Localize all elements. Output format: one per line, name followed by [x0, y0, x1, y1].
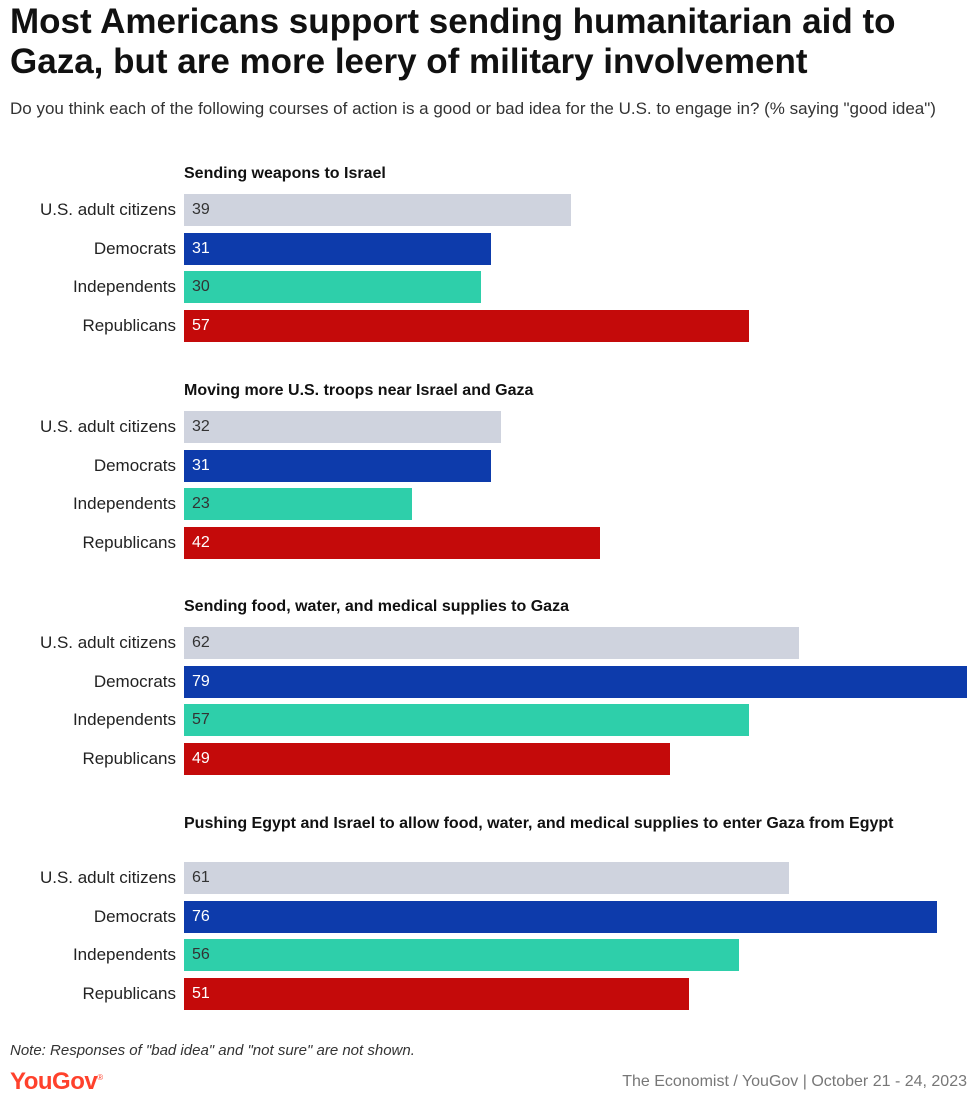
bar-independents — [184, 704, 749, 736]
yougov-logo: YouGov® — [10, 1068, 103, 1096]
row-label-u-s-adult-citizens: U.S. adult citizens — [39, 200, 176, 219]
chart-subtitle: Do you think each of the following cours… — [10, 99, 936, 118]
row-label-independents: Independents — [72, 277, 176, 296]
row-label-independents: Independents — [72, 494, 176, 513]
row-label-u-s-adult-citizens: U.S. adult citizens — [39, 633, 176, 652]
panel-title: Moving more U.S. troops near Israel and … — [184, 382, 534, 399]
panel-title: Pushing Egypt and Israel to allow food, … — [184, 815, 894, 832]
row-label-republicans: Republicans — [82, 983, 176, 1003]
bar-value-label: 30 — [192, 278, 210, 295]
row-label-democrats: Democrats — [93, 906, 176, 926]
bar-value-label: 32 — [192, 418, 210, 435]
bar-independents — [184, 939, 740, 971]
bar-value-label: 31 — [192, 456, 210, 474]
bar-u-s-adult-citizens — [184, 862, 789, 894]
footnote: Note: Responses of "bad idea" and "not s… — [10, 1042, 415, 1059]
row-label-u-s-adult-citizens: U.S. adult citizens — [39, 868, 176, 887]
bar-value-label: 31 — [192, 239, 210, 257]
bar-democrats — [184, 900, 938, 933]
registered-mark: ® — [97, 1073, 103, 1082]
bar-u-s-adult-citizens — [184, 411, 502, 443]
bar-democrats — [184, 232, 492, 265]
bar-independents — [184, 271, 482, 303]
bar-value-label: 57 — [192, 316, 210, 334]
row-label-democrats: Democrats — [93, 238, 176, 258]
row-label-democrats: Democrats — [93, 671, 176, 691]
bar-value-label: 49 — [192, 749, 210, 767]
bar-value-label: 23 — [192, 495, 210, 512]
bar-value-label: 56 — [192, 946, 210, 963]
chart-title: Most Americans support sending humanitar… — [10, 2, 896, 81]
bar-democrats — [184, 665, 967, 698]
bar-republicans — [184, 309, 749, 342]
row-label-independents: Independents — [72, 945, 176, 964]
row-label-u-s-adult-citizens: U.S. adult citizens — [39, 417, 176, 436]
panel-title: Sending food, water, and medical supplie… — [184, 598, 569, 615]
bar-u-s-adult-citizens — [184, 194, 571, 226]
row-label-republicans: Republicans — [82, 315, 176, 335]
bar-value-label: 51 — [192, 984, 210, 1002]
bar-republicans — [184, 742, 670, 775]
row-label-independents: Independents — [72, 710, 176, 729]
bar-value-label: 62 — [192, 634, 210, 651]
row-label-republicans: Republicans — [82, 748, 176, 768]
bar-independents — [184, 488, 412, 520]
bar-value-label: 76 — [192, 907, 210, 925]
bar-democrats — [184, 449, 492, 482]
row-label-republicans: Republicans — [82, 532, 176, 552]
bar-value-label: 57 — [192, 711, 210, 728]
logo-text: YouGov — [10, 1068, 98, 1095]
row-label-democrats: Democrats — [93, 455, 176, 475]
source-credit: The Economist / YouGov | October 21 - 24… — [622, 1073, 967, 1090]
bar-value-label: 39 — [192, 201, 210, 218]
bar-value-label: 61 — [192, 869, 210, 886]
bar-republicans — [184, 526, 601, 559]
bar-u-s-adult-citizens — [184, 627, 799, 659]
bar-republicans — [184, 977, 690, 1010]
bar-value-label: 42 — [192, 533, 210, 551]
panel-title: Sending weapons to Israel — [184, 165, 386, 182]
bar-value-label: 79 — [192, 672, 210, 690]
